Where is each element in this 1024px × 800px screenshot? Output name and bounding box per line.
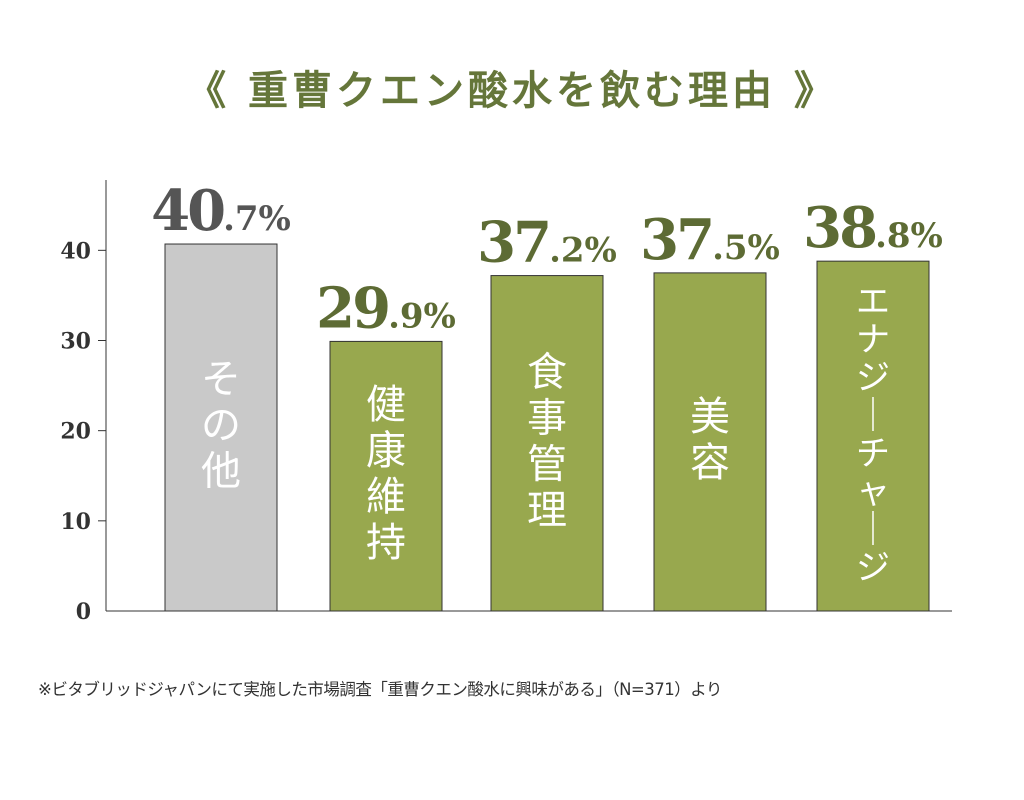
y-tick-label: 30 [60,328,91,354]
category-label-char: 他 [201,449,241,495]
category-label-char: そ [201,357,241,403]
category-label-char: 康 [366,428,406,474]
category-label-char: 健 [366,382,406,428]
bar [329,340,443,612]
category-label-char: ジ [856,548,890,588]
category-label-char: 維 [366,474,406,520]
y-tick-label: 0 [76,599,91,625]
value-label-dec: .9% [388,296,456,336]
category-label: その他 [201,357,241,495]
category-label-char: チ [856,434,890,474]
bar [164,243,278,612]
value-label: 38.8% [803,195,943,261]
value-label: 37.2% [477,210,617,276]
value-label-int: 37 [477,210,549,276]
y-tick-label: 20 [60,419,91,445]
footnote: ※ビタブリッドジャパンにて実施した市場調査「重曹クエン酸水に興味がある」（N=3… [38,680,722,699]
category-label-char: ｜ [856,510,890,550]
value-label-dec: .7% [223,199,291,239]
value-label: 37.5% [640,207,780,273]
category-label: エナジ｜チャ｜ジ [856,282,890,588]
category-label-char: 容 [690,440,730,486]
y-tick-label: 40 [60,238,91,264]
category-label-char: ジ [856,358,890,398]
category-label-char: ｜ [856,396,890,436]
category-label: 食事管理 [527,349,567,533]
category-label-char: ナ [856,320,890,360]
category-label-char: 美 [690,394,730,440]
category-label: 美容 [690,394,730,486]
category-label-char: の [201,403,241,449]
category-label-char: 持 [366,520,406,566]
category-label-char: 事 [527,395,567,441]
y-tick-label: 10 [60,509,91,535]
category-label-char: エ [856,282,890,322]
value-label: 29.9% [316,275,456,341]
bar [816,260,930,612]
value-label-int: 38 [803,195,875,261]
category-label-char: 管 [527,441,567,487]
value-label-int: 37 [640,207,712,273]
chart-title: 《 重曹クエン酸水を飲む理由 》 [186,67,838,114]
value-label-dec: .8% [875,216,943,256]
bar [653,272,767,612]
value-label: 40.7% [151,178,291,244]
bar [490,275,604,612]
category-label: 健康維持 [366,382,406,566]
value-label-dec: .5% [712,228,780,268]
category-label-char: 食 [527,349,567,395]
value-label-dec: .2% [549,231,617,271]
category-label-char: 理 [527,487,567,533]
category-label-char: ャ [856,472,890,512]
value-label-int: 40 [151,178,224,244]
value-label-int: 29 [316,275,388,341]
